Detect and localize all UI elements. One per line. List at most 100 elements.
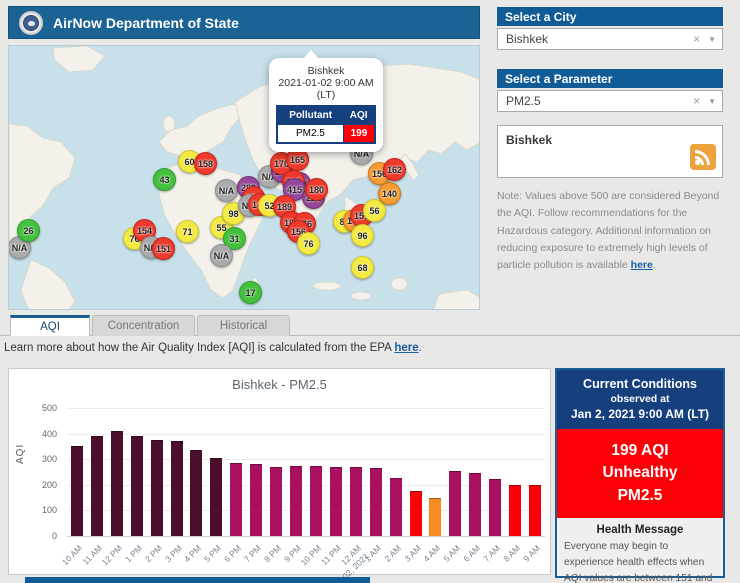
parameter-select-value: PM2.5	[506, 94, 541, 108]
tab-concentration[interactable]: Concentration	[92, 315, 195, 336]
popup-datetime: 2021-01-02 9:00 AM (LT)	[278, 77, 374, 101]
health-message-header: Health Message	[596, 524, 684, 537]
aqi-marker[interactable]: 151	[152, 237, 175, 260]
tab-historical[interactable]: Historical	[197, 315, 290, 336]
y-tick-label: 0	[51, 531, 57, 541]
aqi-marker[interactable]: 17	[239, 281, 262, 304]
current-aqi-block: 199 AQI Unhealthy PM2.5	[557, 429, 723, 519]
chart-bar[interactable]	[130, 435, 143, 536]
popup-tail	[303, 50, 319, 59]
popup-col-pollutant: Pollutant	[277, 106, 344, 125]
select-parameter-header: Select a Parameter	[497, 69, 723, 88]
note-here-link[interactable]: here	[630, 259, 653, 272]
epa-link[interactable]: here	[394, 342, 419, 354]
aqi-marker[interactable]: 43	[153, 168, 176, 191]
y-tick-label: 200	[41, 479, 57, 490]
tab-bar: AQI Concentration Historical	[0, 315, 740, 336]
map-popup: Bishkek 2021-01-02 9:00 AM (LT) Pollutant…	[269, 50, 383, 152]
parameter-dropdown-icon[interactable]: ▼	[708, 96, 716, 106]
aqi-marker[interactable]: 26	[17, 219, 40, 242]
chart-bar[interactable]	[369, 467, 382, 536]
gridline	[67, 484, 545, 486]
y-tick-label: 300	[41, 454, 57, 465]
city-clear-icon[interactable]: ×	[693, 32, 701, 46]
aqi-chart-panel: Bishkek - PM2.5 AQI 0 100 200 300 400 500 10 A…	[8, 368, 551, 582]
current-conditions-panel: Current Conditions observed at Jan 2, 20…	[555, 368, 725, 583]
aqi-marker[interactable]: 31	[223, 227, 246, 250]
chart-bar[interactable]	[190, 450, 203, 536]
chart-bar[interactable]	[270, 466, 283, 536]
chart-bar[interactable]	[429, 498, 442, 536]
popup-aqi-value: 199	[342, 124, 376, 144]
chart-bar[interactable]	[150, 440, 163, 536]
current-aqi-category: Unhealthy	[602, 464, 678, 482]
chart-bar[interactable]	[309, 465, 322, 536]
aqi-note-text: Note: Values above 500 are considered Be…	[497, 190, 720, 272]
popup-pollutant-value: PM2.5	[276, 124, 344, 144]
chart-bar[interactable]	[170, 441, 183, 536]
chart-bar[interactable]	[329, 467, 342, 536]
observed-at-label: observed at	[610, 393, 670, 405]
gridline	[67, 408, 545, 409]
gridline	[67, 433, 545, 435]
chart-bar[interactable]	[110, 431, 123, 536]
chart-bar[interactable]	[489, 479, 502, 536]
learn-more-text: Learn more about how the Air Quality Ind…	[4, 342, 422, 354]
chart-title: Bishkek - PM2.5	[232, 377, 327, 392]
chart-bar[interactable]	[70, 446, 83, 536]
gridline	[67, 510, 545, 512]
chart-bar[interactable]	[389, 478, 402, 536]
chart-bar[interactable]	[509, 484, 522, 536]
aqi-marker[interactable]: 56	[363, 199, 386, 222]
feed-city-text: Bishkek	[506, 133, 553, 147]
chart-bar[interactable]	[349, 467, 362, 536]
popup-city: Bishkek	[307, 65, 345, 77]
gridline	[67, 459, 545, 461]
parameter-clear-icon[interactable]: ×	[693, 94, 701, 108]
health-message-text: Everyone may begin to experience health …	[564, 541, 713, 583]
current-aqi-pollutant: PM2.5	[617, 486, 663, 504]
state-department-seal-icon	[19, 10, 43, 35]
aqi-marker[interactable]: 96	[351, 224, 374, 247]
city-select-value: Bishkek	[506, 32, 549, 46]
feed-textarea[interactable]: Bishkek	[497, 125, 723, 178]
aqi-marker[interactable]: 68	[351, 256, 374, 279]
aqi-marker[interactable]: 71	[176, 220, 199, 243]
chart-bar[interactable]	[210, 457, 223, 536]
chart-bar[interactable]	[250, 463, 263, 536]
chart-plot-area: 0 100 200 300 400 500 10 AM 11 AM 12 PM 1 PM 2 PM 3…	[9, 369, 550, 582]
aqi-world-map[interactable]: N/A26436015876154N/A151715598N/A282155N/…	[8, 45, 480, 310]
app-header: AirNow Department of State	[8, 6, 480, 39]
bottom-section-edge	[25, 577, 370, 583]
popup-col-aqi: AQI	[343, 106, 375, 125]
aqi-marker[interactable]: 162	[383, 158, 406, 181]
chart-bar[interactable]	[529, 485, 542, 536]
current-aqi-value: 199 AQI	[611, 442, 669, 459]
chart-bar[interactable]	[90, 436, 103, 536]
current-conditions-header: Current Conditions observed at Jan 2, 20…	[557, 370, 723, 429]
aqi-marker[interactable]: 180	[305, 178, 328, 201]
popup-table: Pollutant AQI PM2.5 199	[276, 105, 376, 144]
aqi-marker[interactable]: N/A	[210, 244, 233, 267]
tab-aqi[interactable]: AQI	[10, 315, 90, 336]
chart-bar[interactable]	[409, 491, 422, 536]
parameter-select[interactable]: PM2.5 × ▼	[497, 90, 723, 112]
aqi-marker[interactable]: 76	[297, 232, 320, 255]
chart-bar[interactable]	[449, 471, 462, 536]
page-title: AirNow Department of State	[53, 14, 239, 31]
observed-datetime: Jan 2, 2021 9:00 AM (LT)	[570, 407, 710, 421]
chart-bar[interactable]	[290, 466, 303, 536]
current-conditions-title: Current Conditions	[583, 377, 697, 391]
aqi-marker[interactable]: N/A	[215, 179, 238, 202]
x-axis-line	[67, 536, 545, 537]
select-city-header: Select a City	[497, 7, 723, 26]
aqi-marker[interactable]: 140	[378, 182, 401, 205]
y-tick-label: 500	[41, 403, 57, 413]
city-select[interactable]: Bishkek × ▼	[497, 28, 723, 50]
chart-bar[interactable]	[469, 472, 482, 536]
y-tick-label: 400	[41, 428, 57, 439]
rss-icon[interactable]	[690, 144, 716, 170]
aqi-marker[interactable]: 158	[194, 152, 217, 175]
city-dropdown-icon[interactable]: ▼	[708, 34, 716, 44]
chart-bar[interactable]	[230, 462, 243, 536]
